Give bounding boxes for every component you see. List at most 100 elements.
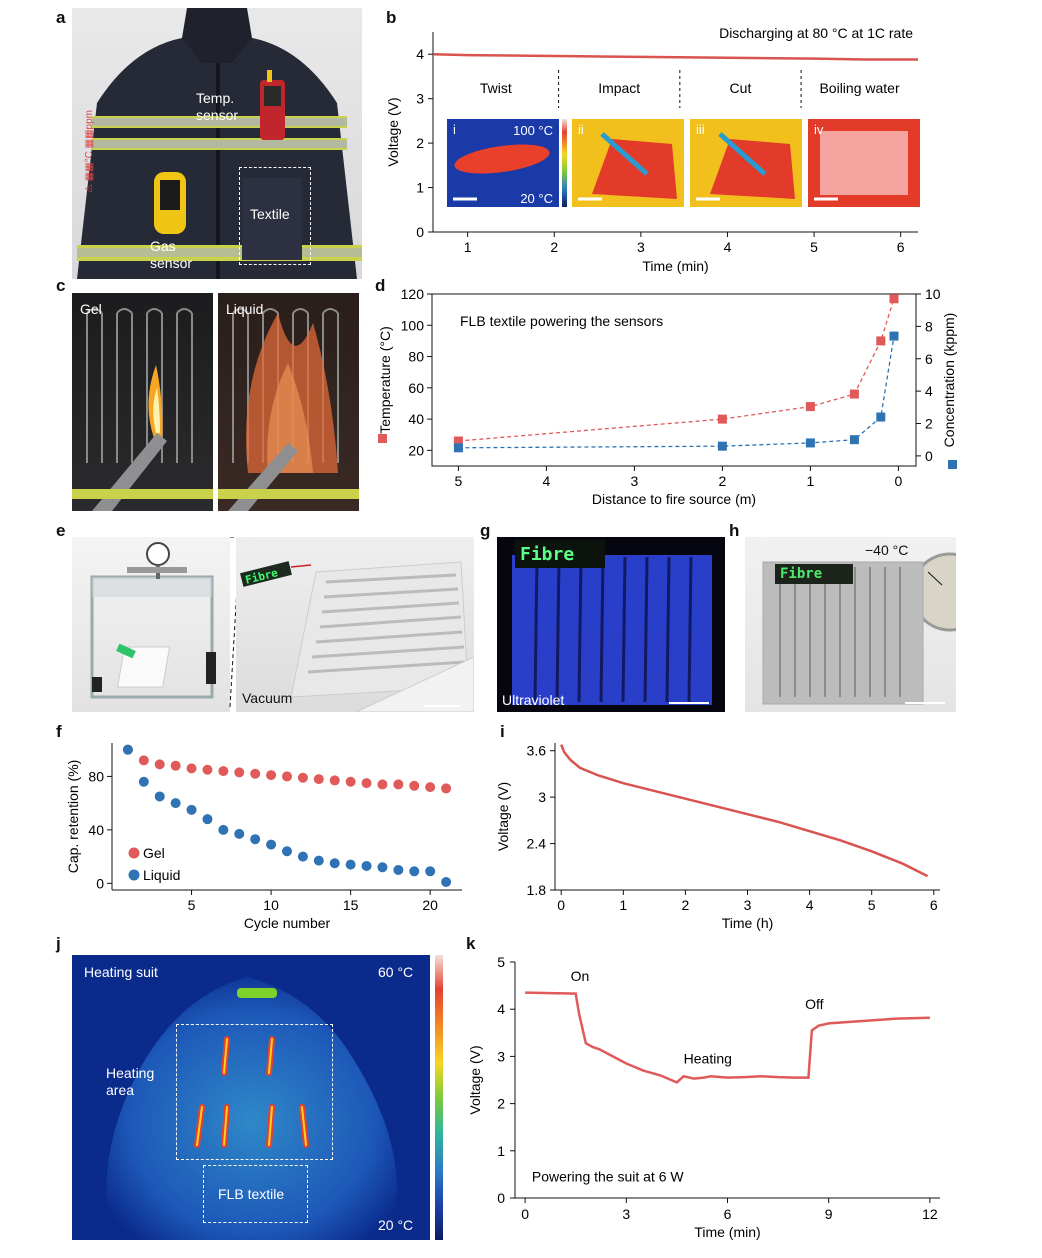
y-tick-label-left: 20 <box>408 442 424 458</box>
heating-suit-illustration <box>106 977 398 1240</box>
y-tick-label-right: 4 <box>925 383 933 399</box>
y-tick-label: 3.6 <box>527 743 547 759</box>
series-1-point <box>218 824 229 835</box>
voltage-line <box>525 991 930 1084</box>
series-1-point <box>186 804 197 815</box>
series-1-point <box>250 834 261 845</box>
panel-letter-i: i <box>500 722 505 741</box>
left-axis-legend-marker <box>378 434 387 443</box>
gas-sensor-label: Gas sensor <box>150 238 193 271</box>
panel-letter-c: c <box>56 276 66 295</box>
textile-label: Textile <box>250 206 290 222</box>
x-tick-label: 5 <box>188 897 196 913</box>
series-0-point <box>345 776 356 787</box>
y-tick-label: 4 <box>416 46 424 62</box>
vacuum-label: Vacuum <box>242 690 293 706</box>
gel-textile-stitching <box>72 308 213 511</box>
series-0-point <box>138 755 149 766</box>
series-0-point <box>453 436 463 446</box>
x-tick-label: 1 <box>464 239 472 255</box>
panel-letter-h: h <box>729 521 740 540</box>
series-0-point <box>154 759 165 770</box>
series-0-point <box>805 402 815 412</box>
heating-label: Heating <box>684 1050 732 1066</box>
y-tick-label: 40 <box>88 822 104 838</box>
cold-test-fibre-sign: Fibre <box>780 566 823 582</box>
x-tick-label: 20 <box>422 897 438 913</box>
series-1-point <box>717 441 727 451</box>
y-tick-label: 0 <box>96 875 104 891</box>
y-axis-label: Voltage (V) <box>385 97 401 166</box>
panel-letter-d: d <box>375 276 386 295</box>
x-tick-label: 1 <box>619 897 627 913</box>
inset-roman: i <box>453 122 456 137</box>
legend-marker-1 <box>128 869 140 881</box>
series-1-point <box>889 331 899 341</box>
series-0-point <box>425 782 436 793</box>
temp-sensor-label: Temp. sensor <box>196 90 239 123</box>
y-tick-label: 3 <box>497 1048 505 1064</box>
series-0-point <box>313 774 324 785</box>
vacuum-chamber-photo <box>72 537 230 712</box>
series-1-point <box>154 791 165 802</box>
series-0-point <box>218 766 229 777</box>
y-tick-label: 1 <box>497 1143 505 1159</box>
series-1-point <box>282 846 292 857</box>
x-axis-label: Time (h) <box>722 915 774 931</box>
panel-letter-g: g <box>480 521 491 540</box>
y-tick-label: 2 <box>416 135 424 151</box>
inset-temp-low: 20 °C <box>520 191 553 206</box>
series-1-point <box>202 814 213 825</box>
y-tick-label: 4 <box>497 1001 505 1017</box>
series-0-point <box>170 760 181 771</box>
series-1-point <box>393 864 404 875</box>
series-1-point <box>345 859 356 870</box>
series-0-point <box>202 764 213 775</box>
vacuum-chamber-illustration <box>90 542 216 699</box>
series-1-point <box>849 435 859 445</box>
x-tick-label: 3 <box>637 239 645 255</box>
thermal-inset: i 100 °C 20 °C <box>447 119 559 207</box>
y-tick-label-left: 40 <box>408 411 424 427</box>
segment-label: Impact <box>598 80 640 96</box>
series-0-point <box>889 294 899 304</box>
y-tick-label: 1.8 <box>527 882 547 898</box>
series-0-point <box>876 336 886 346</box>
x-tick-label: 4 <box>543 473 551 489</box>
thermal-inset: ii <box>572 119 684 207</box>
flb-textile-label: FLB textile <box>218 1186 285 1202</box>
y-tick-label-right: 10 <box>925 286 941 302</box>
thermal-inset: iv <box>808 119 920 207</box>
thermal-high-label: 60 °C <box>378 964 414 980</box>
y-axis-label: Voltage (V) <box>495 782 511 851</box>
series-1-point <box>441 876 452 887</box>
inset-hot-region <box>592 139 677 199</box>
y-axis-label: Voltage (V) <box>470 1045 483 1114</box>
x-axis-label: Distance to fire source (m) <box>592 491 756 507</box>
x-tick-label: 2 <box>550 239 558 255</box>
textile-box <box>239 167 311 265</box>
series-1-point <box>453 443 463 453</box>
y-axis-label-left: Temperature (°C) <box>377 326 393 434</box>
x-tick-label: 5 <box>810 239 818 255</box>
y-tick-label: 2 <box>497 1096 505 1112</box>
cold-temp-label: −40 °C <box>865 542 909 558</box>
series-1-point <box>361 860 372 871</box>
panel-letter-a: a <box>56 8 66 27</box>
x-axis-label: Time (min) <box>642 258 708 274</box>
jacket-photo: Temp. sensor Gas sensor Textile ⚠ ▦▦°C ▦… <box>72 8 362 279</box>
thermal-low-label: 20 °C <box>378 1217 414 1233</box>
series-0-point <box>297 772 308 783</box>
series-1-point <box>377 862 388 873</box>
x-tick-label: 0 <box>557 897 565 913</box>
x-tick-label: 9 <box>825 1206 833 1222</box>
series-0-line <box>458 298 895 442</box>
x-axis-label: Time (min) <box>694 1224 760 1240</box>
ultraviolet-fibre-sign: Fibre <box>520 544 575 565</box>
chart-b: 1 2 3 4 5 6 0 1 2 3 4 Time (min) Voltage (V) Discharg… <box>385 25 920 274</box>
inset-roman: iii <box>696 122 705 137</box>
gel-flame-photo: Gel <box>72 293 213 511</box>
x-tick-label: 2 <box>682 897 690 913</box>
heating-suit-title: Heating suit <box>84 964 158 980</box>
